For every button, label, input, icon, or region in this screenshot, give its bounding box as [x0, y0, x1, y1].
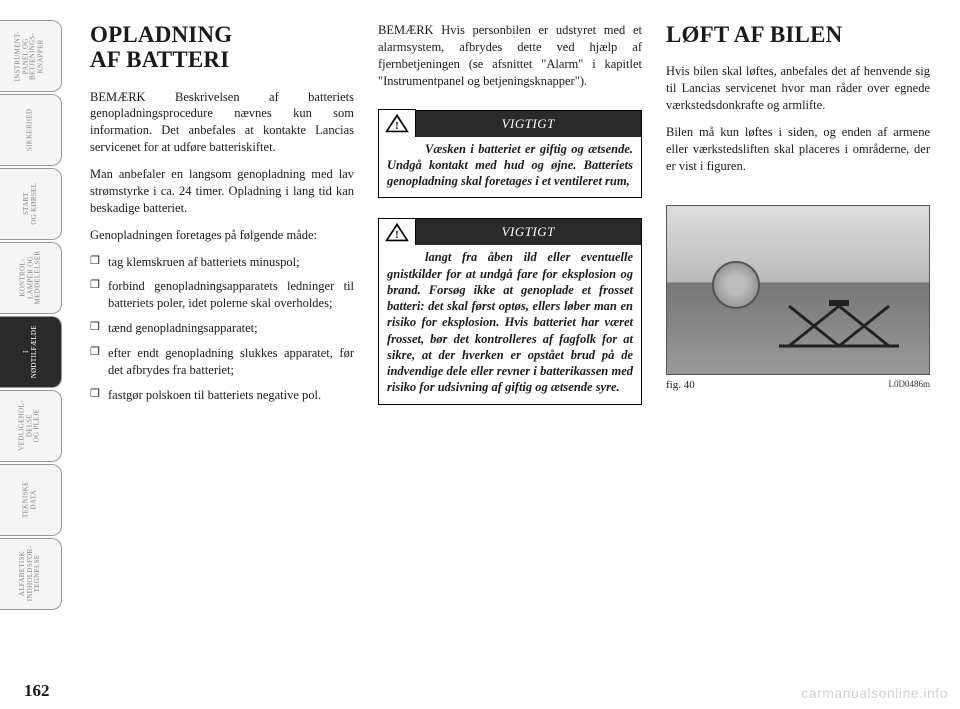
warning-body: langt fra åben ild eller eventuelle gnis…: [379, 245, 641, 403]
warning-body: Væsken i batteriet er giftig og ætsende.…: [379, 137, 641, 198]
list-item: tænd genopladningsapparatet;: [90, 320, 354, 337]
tab-label: START OG KØRSEL: [23, 183, 38, 225]
warning-triangle-icon: !: [378, 109, 416, 137]
paragraph: BEMÆRK Beskrivelsen af batteriets genopl…: [90, 89, 354, 157]
list-item: forbind genopladningsapparatets ledninge…: [90, 278, 354, 312]
side-tabs: INSTRUMENT- PANEL OG BETJENINGS- KNAPPER…: [0, 0, 62, 709]
warning-box-2: ! VIGTIGT langt fra åben ild eller event…: [378, 218, 642, 404]
list-item: efter endt genopladning slukkes apparate…: [90, 345, 354, 379]
tab-label: VEDLIGEHOL- DELSE OG PLEJE: [19, 401, 42, 451]
warning-title: VIGTIGT: [416, 111, 642, 137]
figure-code: L0D0486m: [889, 379, 931, 391]
warning-triangle-icon: !: [378, 218, 416, 246]
watermark: carmanualsonline.info: [801, 685, 948, 701]
jack-illustration-icon: [769, 296, 909, 356]
svg-text:!: !: [395, 229, 399, 241]
tab-start[interactable]: START OG KØRSEL: [0, 168, 62, 240]
heading-opladning: OPLADNING AF BATTERI: [90, 22, 354, 73]
tab-noedtilfaelde[interactable]: I NØDTILFÆLDE: [0, 316, 62, 388]
warning-header: ! VIGTIGT: [379, 111, 641, 137]
column-1: OPLADNING AF BATTERI BEMÆRK Beskrivelsen…: [90, 22, 354, 699]
warning-header: ! VIGTIGT: [379, 219, 641, 245]
tab-kontrol[interactable]: KONTROL- LAMPER OG MEDDELELSER: [0, 242, 62, 314]
column-3: LØFT AF BILEN Hvis bilen skal løftes, an…: [666, 22, 930, 699]
page-content: OPLADNING AF BATTERI BEMÆRK Beskrivelsen…: [62, 0, 960, 709]
page-number: 162: [24, 681, 50, 701]
tab-label: KONTROL- LAMPER OG MEDDELELSER: [19, 251, 42, 305]
tab-label: TEKNISKE DATA: [23, 482, 38, 519]
title-line2: AF BATTERI: [90, 47, 229, 72]
paragraph: Hvis bilen skal løftes, anbefales det af…: [666, 63, 930, 114]
tab-sikkerhed[interactable]: SIKKERHED: [0, 94, 62, 166]
svg-text:!: !: [395, 120, 399, 132]
warning-box-1: ! VIGTIGT Væsken i batteriet er giftig o…: [378, 110, 642, 199]
tab-label: INSTRUMENT- PANEL OG BETJENINGS- KNAPPER: [15, 31, 46, 81]
heading-loeft: LØFT AF BILEN: [666, 22, 930, 47]
paragraph: BEMÆRK Hvis personbilen er udstyret med …: [378, 22, 642, 90]
paragraph: Genopladningen foretages på følgende måd…: [90, 227, 354, 244]
column-2: BEMÆRK Hvis personbilen er udstyret med …: [378, 22, 642, 699]
tab-label: I NØDTILFÆLDE: [23, 325, 38, 378]
title-line1: OPLADNING: [90, 22, 232, 47]
warning-title: VIGTIGT: [416, 219, 642, 245]
paragraph: Man anbefaler en langsom genopladning me…: [90, 166, 354, 217]
tab-tekniske[interactable]: TEKNISKE DATA: [0, 464, 62, 536]
list-item: fastgør polskoen til batteriets negative…: [90, 387, 354, 404]
paragraph: Bilen må kun løftes i siden, og enden af…: [666, 124, 930, 175]
figure-40: [666, 205, 930, 375]
tab-vedligehold[interactable]: VEDLIGEHOL- DELSE OG PLEJE: [0, 390, 62, 462]
figure-caption: fig. 40 L0D0486m: [666, 379, 930, 391]
procedure-list: tag klemskruen af batteriets minuspol; f…: [90, 254, 354, 404]
tab-alfabetisk[interactable]: ALFABETISK INDHOLDSFOR- TEGNELSE: [0, 538, 62, 610]
tab-instrument[interactable]: INSTRUMENT- PANEL OG BETJENINGS- KNAPPER: [0, 20, 62, 92]
figure-label: fig. 40: [666, 379, 695, 391]
list-item: tag klemskruen af batteriets minuspol;: [90, 254, 354, 271]
tab-label: SIKKERHED: [27, 109, 35, 151]
tab-label: ALFABETISK INDHOLDSFOR- TEGNELSE: [19, 546, 42, 601]
